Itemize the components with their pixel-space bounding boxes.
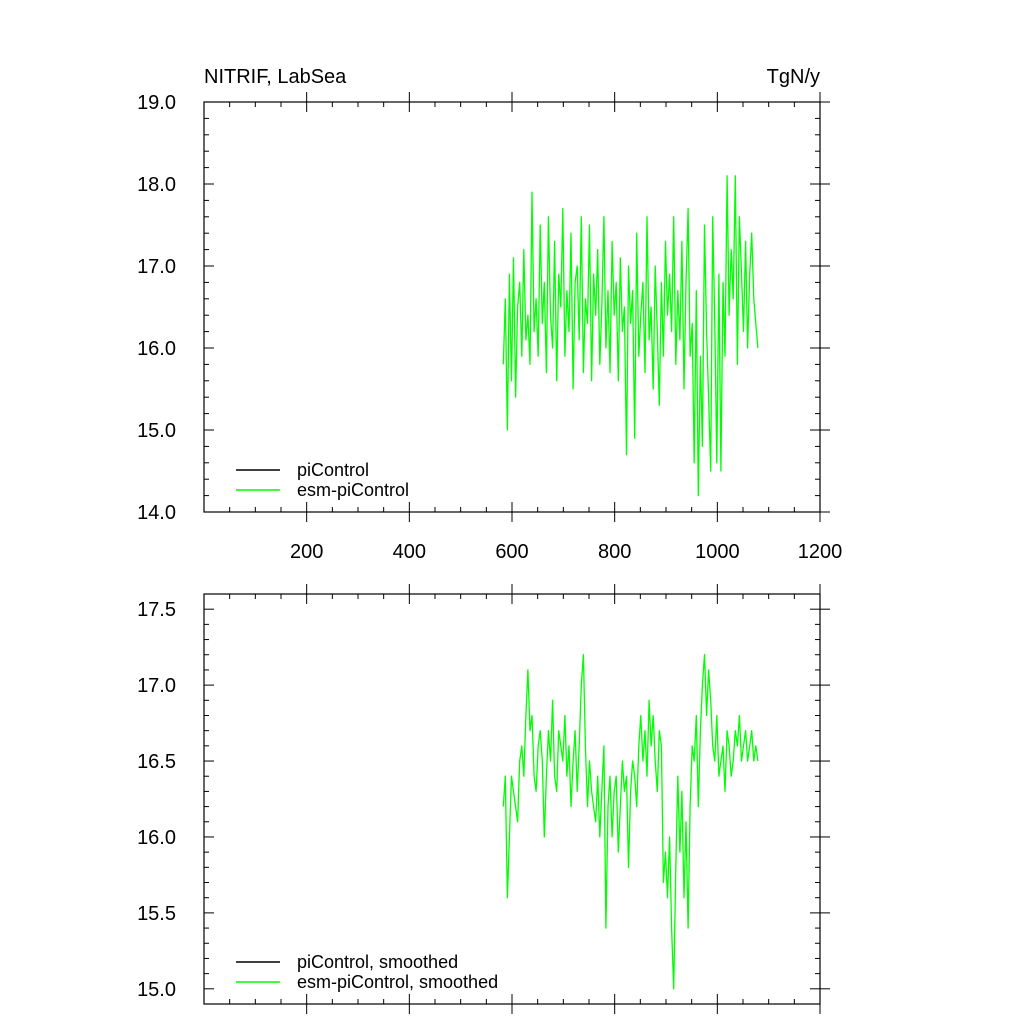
top-x-tick-label: 1000: [695, 541, 740, 563]
bottom-series: [502, 654, 759, 990]
bottom-y-tick-label: 15.5: [137, 903, 176, 925]
top-y-tick-label: 15.0: [137, 420, 176, 442]
bottom-legend: piControl, smoothed esm-piControl, smoot…: [236, 952, 498, 992]
top-plot-frame: [203, 101, 821, 513]
top-series: [502, 175, 759, 497]
top-x-tick-label: 600: [495, 541, 528, 563]
top-x-tick-label: 1200: [798, 541, 843, 563]
legend-label-picontrol: piControl: [297, 460, 369, 480]
legend-label-esm-picontrol: esm-piControl: [297, 480, 409, 500]
legend-label-picontrol-smoothed: piControl, smoothed: [297, 952, 458, 972]
top-x-tick-label: 400: [393, 541, 426, 563]
top-panel: NITRIF, LabSea TgN/y 200 400 600 800 1000 120…: [137, 66, 842, 563]
top-title-right: TgN/y: [767, 66, 820, 88]
bottom-y-tick-label: 17.5: [137, 599, 176, 621]
bottom-y-tick-label: 16.5: [137, 751, 176, 773]
top-series-line-esm-picontrol: [502, 175, 759, 497]
top-y-tick-label: 14.0: [137, 502, 176, 524]
bottom-series-line-esm-picontrol-smoothed: [502, 654, 759, 990]
top-y-tick-label: 18.0: [137, 174, 176, 196]
bottom-y-tick-label: 16.0: [137, 827, 176, 849]
top-ticks: 200 400 600 800 1000 1200 14.0 15.0 16.0 17.0 18.0…: [137, 92, 842, 563]
top-y-tick-label: 16.0: [137, 338, 176, 360]
top-legend: piControl esm-piControl: [236, 460, 409, 500]
top-y-tick-label: 17.0: [137, 256, 176, 278]
top-title-left: NITRIF, LabSea: [204, 66, 347, 88]
top-x-tick-label: 800: [598, 541, 631, 563]
bottom-plot-frame: [203, 593, 821, 1005]
bottom-panel: 15.0 15.5 16.0 16.5 17.0 17.5 piControl, smoo…: [137, 584, 830, 1014]
bottom-ticks: 15.0 15.5 16.0 16.5 17.0 17.5: [137, 584, 830, 1014]
legend-label-esm-picontrol-smoothed: esm-piControl, smoothed: [297, 972, 498, 992]
top-x-tick-label: 200: [290, 541, 323, 563]
bottom-y-tick-label: 15.0: [137, 979, 176, 1001]
top-y-tick-label: 19.0: [137, 92, 176, 114]
bottom-y-tick-label: 17.0: [137, 675, 176, 697]
